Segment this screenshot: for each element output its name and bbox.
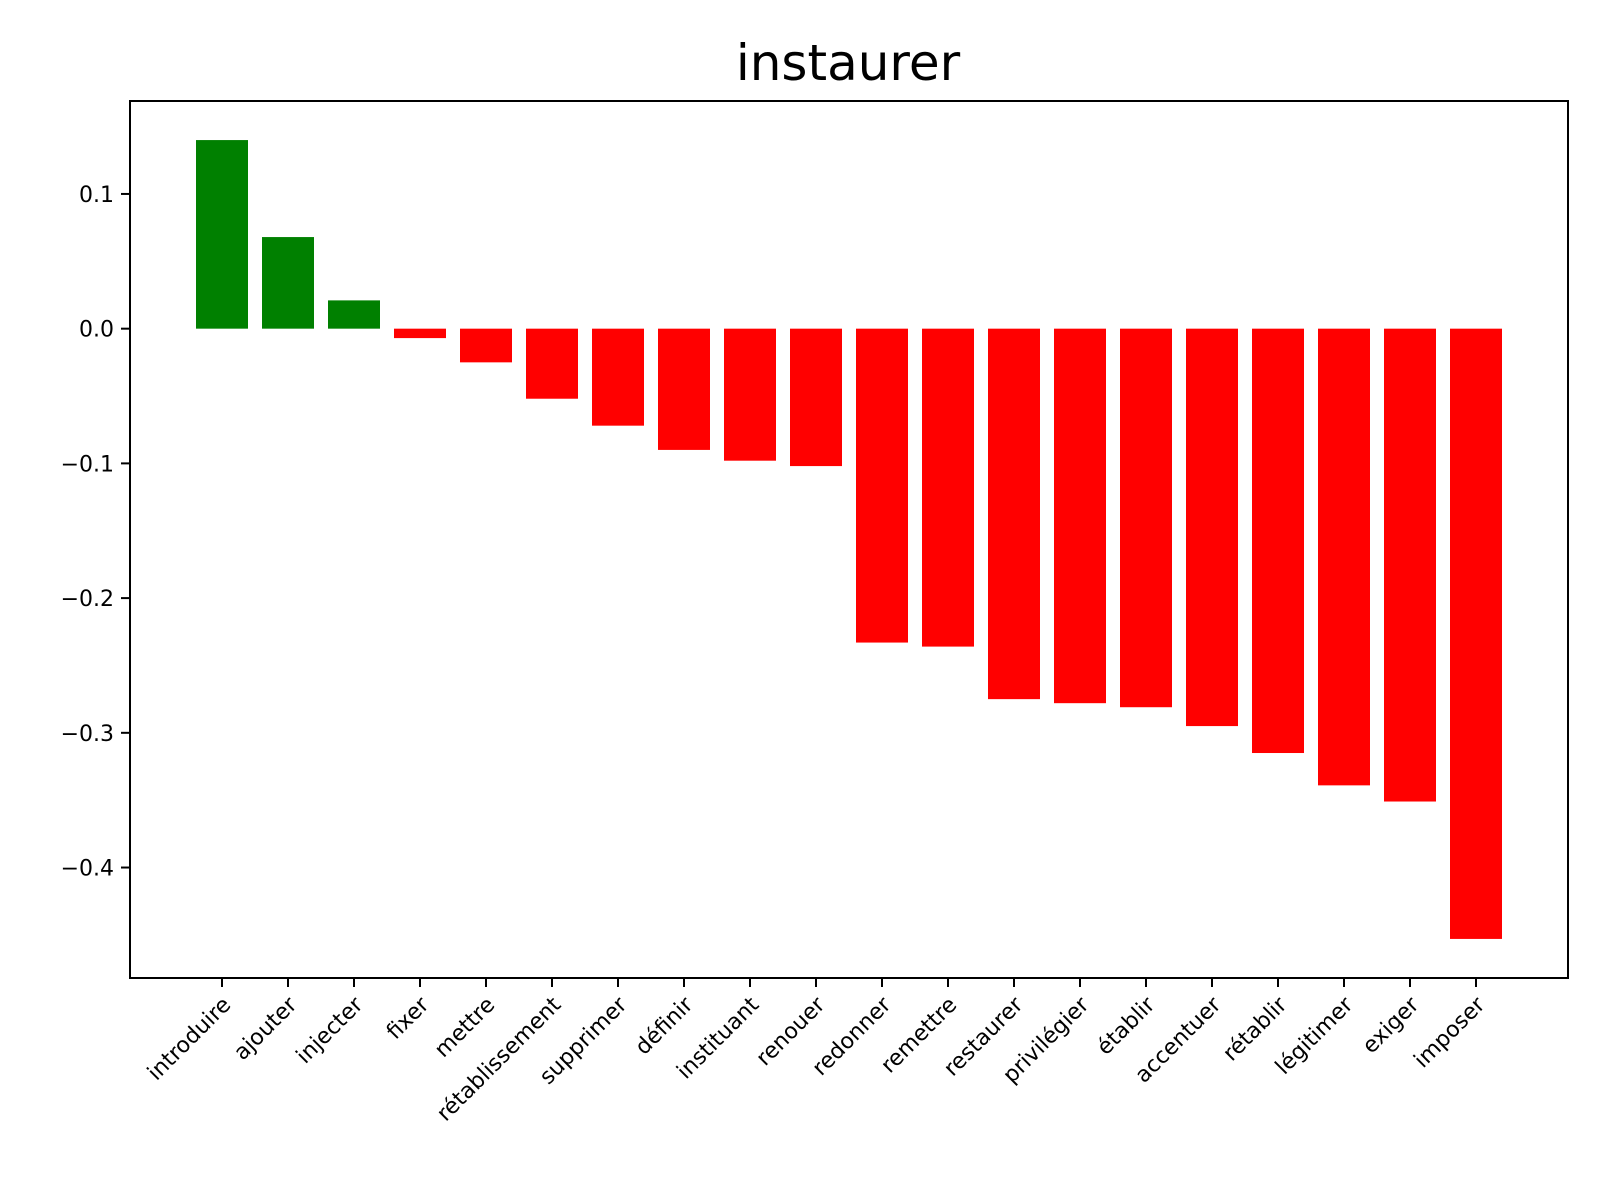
- bar-1: [262, 237, 314, 329]
- bar-10: [856, 328, 908, 643]
- bar-16: [1252, 328, 1304, 754]
- bar-4: [460, 328, 512, 363]
- chart-title: instaurer: [736, 34, 961, 92]
- bar-3: [394, 328, 446, 339]
- y-tick-label-2: −0.1: [61, 452, 114, 477]
- y-tick-label-1: 0.0: [79, 318, 114, 343]
- bar-2: [328, 300, 380, 329]
- bar-9: [790, 328, 842, 467]
- bars-group: [196, 140, 1502, 939]
- bar-18: [1384, 328, 1436, 802]
- bar-8: [724, 328, 776, 461]
- bar-13: [1054, 328, 1106, 704]
- y-tick-label-5: −0.4: [61, 857, 114, 882]
- bar-17: [1318, 328, 1370, 786]
- bar-12: [988, 328, 1040, 700]
- bar-0: [196, 140, 248, 329]
- bar-5: [526, 328, 578, 399]
- bar-11: [922, 328, 974, 647]
- plot-area-frame: [129, 100, 1569, 979]
- bar-6: [592, 328, 644, 426]
- bar-19: [1450, 328, 1502, 939]
- bar-15: [1186, 328, 1238, 727]
- y-tick-label-4: −0.3: [61, 722, 114, 747]
- bar-7: [658, 328, 710, 450]
- y-tick-label-3: −0.2: [61, 587, 114, 612]
- y-axis-ticks: 0.1 0.0 −0.1 −0.2 −0.3 −0.4: [61, 183, 130, 882]
- bar-14: [1120, 328, 1172, 708]
- y-tick-label-0: 0.1: [79, 183, 114, 208]
